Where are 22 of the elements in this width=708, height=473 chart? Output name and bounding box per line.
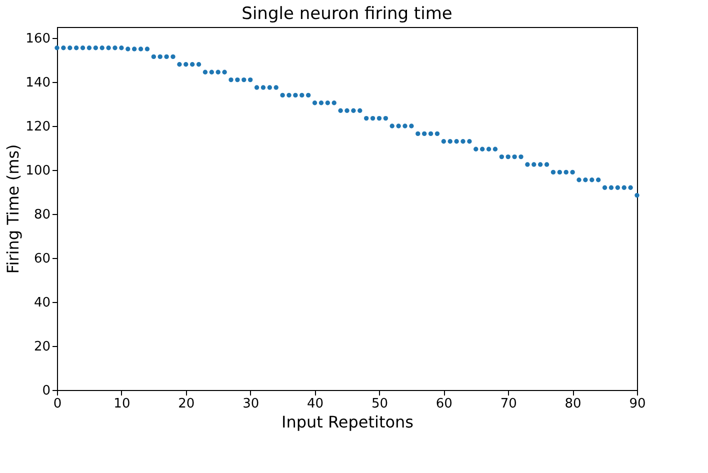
x-tick-label: 30 xyxy=(242,396,260,412)
x-tick-label: 80 xyxy=(564,396,582,412)
x-tick-label: 0 xyxy=(53,396,62,412)
y-tick-label: 40 xyxy=(34,296,50,310)
x-tick-label: 10 xyxy=(114,396,130,412)
y-tick-label: 60 xyxy=(34,252,50,266)
y-tick-label: 100 xyxy=(26,164,50,178)
x-tick-label: 60 xyxy=(436,396,452,412)
chart-title: Single neuron firing time xyxy=(242,4,452,24)
x-tick-label: 20 xyxy=(178,396,195,412)
x-axis-title: Input Repetitons xyxy=(281,412,414,432)
y-tick-label: 20 xyxy=(34,340,50,354)
x-tick-label: 90 xyxy=(629,396,646,412)
x-tick-label: 70 xyxy=(500,396,517,412)
x-tick-label: 40 xyxy=(307,396,324,412)
y-tick-label: 140 xyxy=(26,76,50,90)
y-tick-label: 120 xyxy=(26,120,50,134)
y-tick-label: 0 xyxy=(42,384,50,398)
y-axis-title: Firing Time (ms) xyxy=(4,144,23,274)
y-tick-label: 160 xyxy=(26,32,50,46)
x-tick-label: 50 xyxy=(371,396,388,412)
y-tick-label: 80 xyxy=(34,208,50,222)
